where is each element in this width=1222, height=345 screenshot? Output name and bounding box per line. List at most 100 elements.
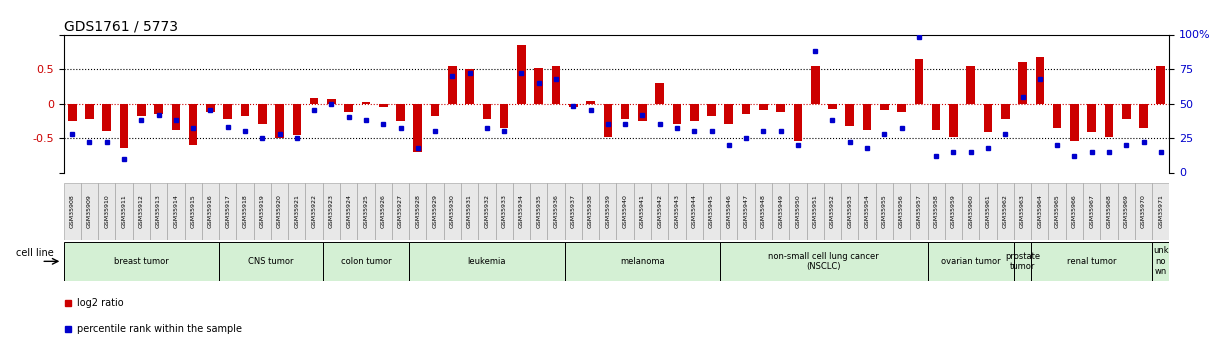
Bar: [275, 104, 284, 138]
Text: GSM35966: GSM35966: [1072, 194, 1077, 228]
Bar: [1156, 66, 1165, 104]
Text: unk
no
wn: unk no wn: [1154, 246, 1168, 276]
Bar: [725, 104, 733, 124]
Text: GSM35925: GSM35925: [363, 194, 369, 228]
Bar: [64, 241, 219, 281]
Bar: [241, 104, 249, 116]
Bar: [362, 102, 370, 103]
Bar: [863, 104, 871, 130]
Text: GSM35911: GSM35911: [121, 194, 127, 228]
Bar: [932, 104, 941, 130]
Text: GSM35917: GSM35917: [225, 194, 230, 228]
Text: GSM35951: GSM35951: [813, 194, 818, 228]
Text: GSM35912: GSM35912: [139, 194, 144, 228]
Text: GSM35968: GSM35968: [1106, 194, 1112, 228]
Text: GSM35956: GSM35956: [899, 194, 904, 228]
Bar: [133, 183, 150, 240]
Bar: [444, 183, 461, 240]
Bar: [551, 66, 561, 104]
Text: GSM35918: GSM35918: [242, 194, 248, 228]
Text: GSM35935: GSM35935: [536, 194, 541, 228]
Bar: [569, 104, 578, 107]
Bar: [207, 104, 215, 112]
Bar: [530, 183, 547, 240]
Text: GSM35970: GSM35970: [1141, 194, 1146, 228]
Text: GSM35928: GSM35928: [415, 194, 420, 228]
Bar: [979, 183, 997, 240]
Text: GSM35929: GSM35929: [433, 194, 437, 228]
Bar: [651, 183, 668, 240]
Bar: [224, 104, 232, 119]
Bar: [547, 183, 565, 240]
Bar: [1001, 104, 1009, 119]
Text: melanoma: melanoma: [620, 257, 665, 266]
Text: breast tumor: breast tumor: [114, 257, 169, 266]
Bar: [897, 104, 906, 112]
Bar: [137, 104, 145, 116]
Text: GSM35965: GSM35965: [1055, 194, 1059, 228]
Text: GSM35953: GSM35953: [847, 194, 852, 228]
Text: GDS1761 / 5773: GDS1761 / 5773: [64, 19, 177, 33]
Text: GSM35915: GSM35915: [191, 194, 196, 228]
Bar: [1100, 183, 1118, 240]
Text: GSM35926: GSM35926: [381, 194, 386, 228]
Bar: [1053, 104, 1062, 128]
Bar: [587, 101, 595, 104]
Text: GSM35943: GSM35943: [675, 194, 679, 228]
Bar: [1122, 104, 1130, 119]
Text: cell line: cell line: [16, 248, 54, 258]
Bar: [668, 183, 686, 240]
Text: GSM35920: GSM35920: [277, 194, 282, 228]
Bar: [1152, 241, 1169, 281]
Bar: [880, 104, 888, 110]
Text: GSM35908: GSM35908: [70, 194, 75, 228]
Text: GSM35949: GSM35949: [778, 194, 783, 228]
Text: GSM35936: GSM35936: [554, 194, 558, 228]
Bar: [448, 66, 457, 104]
Text: GSM35954: GSM35954: [864, 194, 870, 228]
Bar: [1035, 57, 1044, 104]
Text: colon tumor: colon tumor: [341, 257, 391, 266]
Bar: [68, 104, 77, 121]
Bar: [534, 68, 543, 104]
Bar: [430, 104, 440, 116]
Bar: [720, 183, 737, 240]
Text: GSM35930: GSM35930: [450, 194, 455, 228]
Bar: [375, 183, 392, 240]
Bar: [617, 183, 634, 240]
Text: GSM35967: GSM35967: [1089, 194, 1094, 228]
Bar: [876, 183, 893, 240]
Bar: [478, 183, 496, 240]
Bar: [154, 104, 163, 114]
Bar: [1088, 104, 1096, 132]
Bar: [910, 183, 927, 240]
Bar: [461, 183, 478, 240]
Text: GSM35952: GSM35952: [830, 194, 835, 228]
Text: leukemia: leukemia: [468, 257, 506, 266]
Bar: [1066, 183, 1083, 240]
Bar: [496, 183, 513, 240]
Bar: [517, 45, 525, 104]
Bar: [759, 104, 767, 110]
Text: GSM35938: GSM35938: [588, 194, 593, 228]
Bar: [483, 104, 491, 119]
Text: GSM35947: GSM35947: [744, 194, 749, 228]
Bar: [1083, 183, 1100, 240]
Bar: [945, 183, 962, 240]
Bar: [202, 183, 219, 240]
Text: renal tumor: renal tumor: [1067, 257, 1117, 266]
Bar: [171, 104, 180, 130]
Bar: [967, 66, 975, 104]
Bar: [115, 183, 133, 240]
Text: GSM35950: GSM35950: [796, 194, 800, 228]
Bar: [686, 183, 703, 240]
Bar: [409, 183, 426, 240]
Bar: [997, 183, 1014, 240]
Bar: [914, 59, 923, 104]
Bar: [500, 104, 508, 128]
Text: GSM35919: GSM35919: [260, 194, 265, 228]
Bar: [1070, 104, 1079, 141]
Bar: [708, 104, 716, 116]
Text: GSM35940: GSM35940: [623, 194, 628, 228]
Bar: [167, 183, 185, 240]
